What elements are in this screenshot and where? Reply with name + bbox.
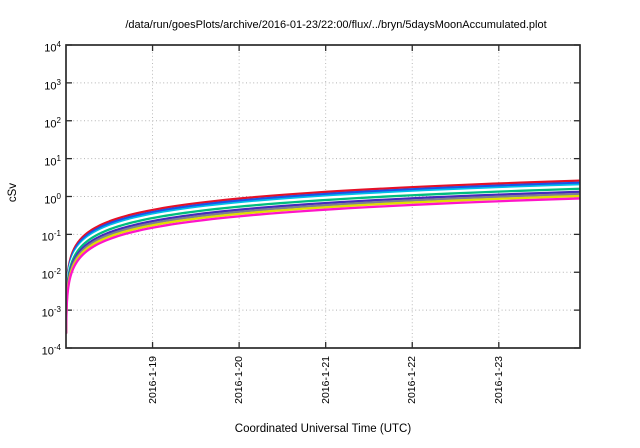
y-tick-label: 103 (44, 77, 61, 93)
x-axis-label: Coordinated Universal Time (UTC) (234, 423, 412, 435)
plot-title: /data/run/goesPlots/archive/2016-01-23/2… (125, 19, 547, 31)
x-tick-label: 2016-1-21 (319, 356, 332, 404)
y-tick-label: 10-2 (41, 267, 61, 282)
y-tick-label: 102 (44, 115, 61, 131)
x-tick-label: 2016-1-19 (146, 356, 159, 404)
y-tick-label: 104 (44, 40, 61, 55)
y-tick-label: 101 (44, 153, 61, 169)
y-tick-label: 10-3 (41, 305, 61, 320)
plot-border (65, 44, 581, 349)
x-tick-label: 2016-1-20 (233, 356, 246, 404)
x-tick-label: 2016-1-22 (406, 356, 419, 404)
y-tick-label: 10-1 (41, 229, 61, 245)
x-tick-label: 2016-1-23 (492, 356, 505, 404)
y-tick-label: 10-4 (41, 343, 61, 358)
y-tick-label: 100 (44, 191, 61, 207)
